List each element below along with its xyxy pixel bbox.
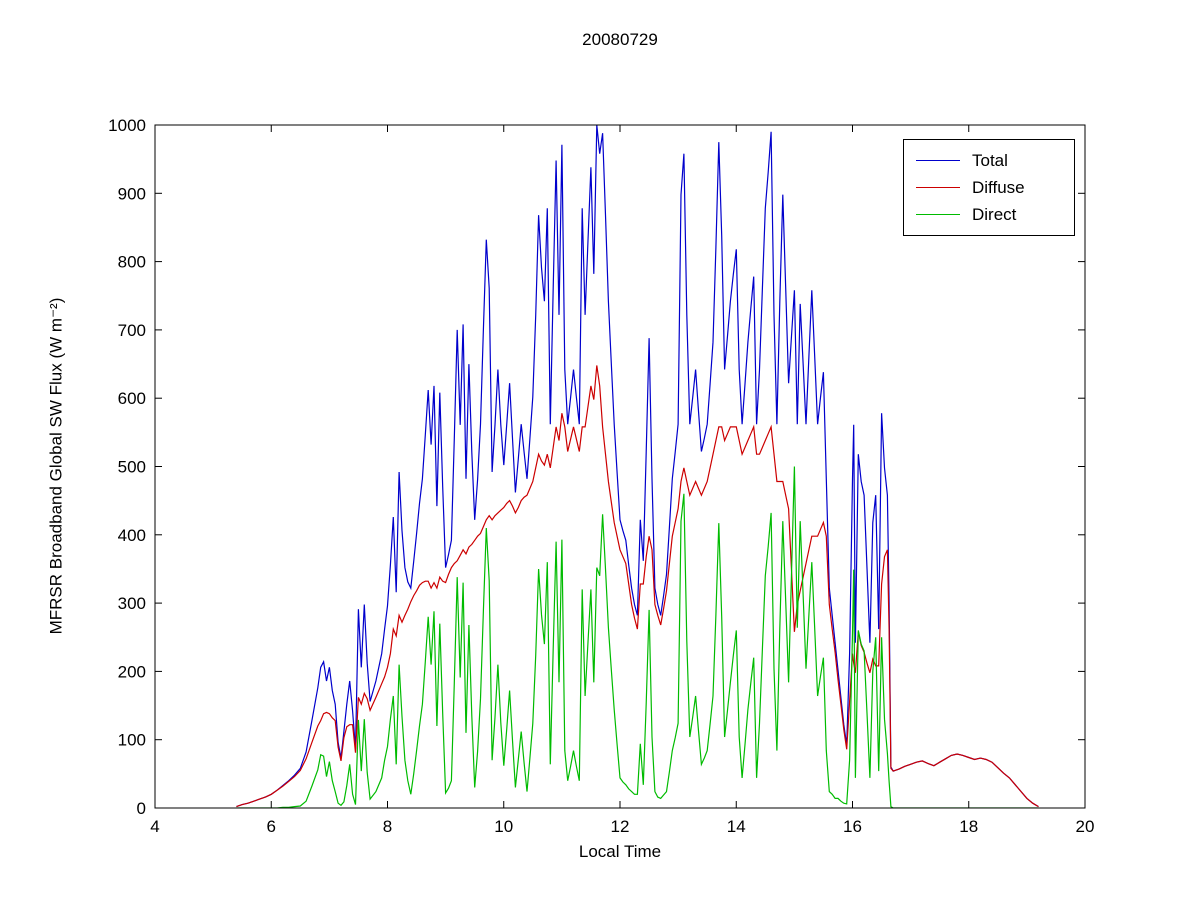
legend-label: Total: [972, 151, 1008, 170]
legend-item-diffuse: Diffuse: [904, 174, 1074, 201]
x-tick-label: 8: [383, 817, 392, 836]
x-tick-label: 14: [727, 817, 746, 836]
y-tick-label: 400: [118, 526, 146, 545]
y-tick-label: 200: [118, 662, 146, 681]
series-line-diffuse: [236, 365, 1039, 808]
y-tick-label: 500: [118, 458, 146, 477]
legend-label: Diffuse: [972, 178, 1025, 197]
x-tick-label: 18: [959, 817, 978, 836]
y-axis-label: MFRSR Broadband Global SW Flux (W m⁻²): [46, 297, 66, 635]
y-tick-label: 700: [118, 321, 146, 340]
y-tick-label: 600: [118, 389, 146, 408]
x-axis-label: Local Time: [578, 842, 662, 861]
y-tick-label: 800: [118, 253, 146, 272]
legend-item-total: Total: [904, 147, 1074, 174]
y-tick-label: 100: [118, 731, 146, 750]
legend-line-sample-direct: [916, 214, 960, 215]
legend-line-sample-diffuse: [916, 187, 960, 188]
y-tick-label: 900: [118, 184, 146, 203]
y-tick-label: 300: [118, 594, 146, 613]
x-tick-label: 6: [267, 817, 276, 836]
x-tick-label: 16: [843, 817, 862, 836]
y-tick-label: 1000: [108, 116, 146, 135]
y-tick-label: 0: [137, 799, 146, 818]
legend-label: Direct: [972, 205, 1017, 224]
x-tick-label: 4: [150, 817, 159, 836]
series-line-total: [236, 125, 1039, 808]
x-tick-label: 10: [494, 817, 513, 836]
legend-line-sample-total: [916, 160, 960, 161]
legend-item-direct: Direct: [904, 201, 1074, 228]
x-tick-label: 20: [1076, 817, 1095, 836]
x-tick-label: 12: [611, 817, 630, 836]
legend: Total Diffuse Direct: [903, 139, 1075, 236]
series-line-direct: [236, 466, 1039, 808]
chart-title: 20080729: [582, 30, 658, 49]
